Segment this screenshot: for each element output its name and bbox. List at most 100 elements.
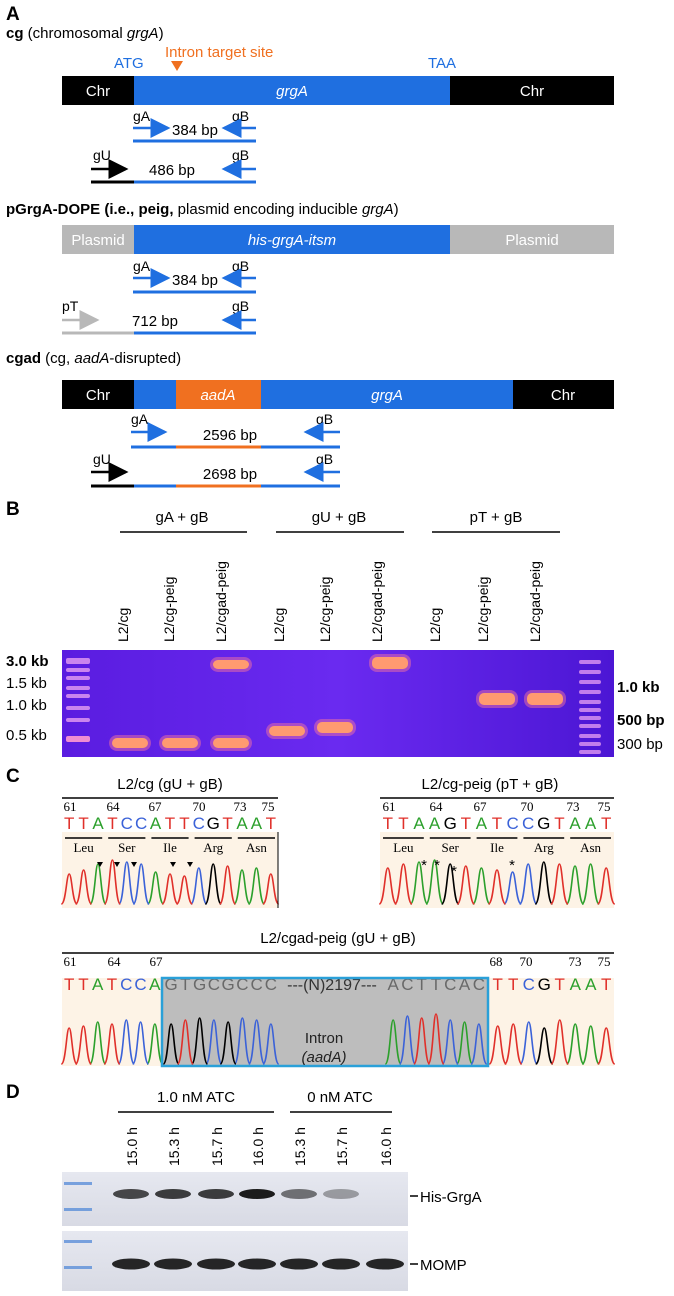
- cgad-primer-ga: gA: [131, 411, 149, 427]
- gel-lane-label: L2/cg: [271, 608, 287, 642]
- sequence-base: T: [64, 814, 74, 833]
- sequence-base: G: [193, 975, 206, 994]
- cg-title-post: ): [159, 25, 164, 42]
- sequence-position: 64: [430, 799, 444, 814]
- sequence-base: T: [431, 975, 441, 994]
- gel-ladder-band-left: [66, 736, 90, 742]
- gel-lane-label: L2/cgad-peig: [527, 561, 543, 642]
- intron-box: [160, 976, 490, 1068]
- mutation-asterisk: *: [434, 857, 440, 874]
- gel-lane-label: L2/cg-peig: [317, 577, 333, 642]
- sequence-position: 70: [521, 799, 534, 814]
- cg-title: cg (chromosomal grgA): [6, 25, 164, 42]
- chromatogram-peak: [118, 861, 136, 905]
- chromatogram-peak: [472, 867, 491, 905]
- mutation-marker: [114, 862, 120, 867]
- intron-label: Intron: [305, 1030, 343, 1047]
- momp-band: [112, 1258, 150, 1270]
- sequence-position: 73: [569, 954, 582, 969]
- sequence-base: T: [107, 975, 117, 994]
- sequence-base: A: [92, 975, 104, 994]
- chromatogram-peak: [581, 863, 600, 905]
- sequence-base: C: [121, 814, 133, 833]
- sequence-base: G: [222, 975, 235, 994]
- gel-ladder-band-right: [579, 708, 601, 712]
- chromatogram-peak: [191, 1017, 209, 1065]
- sequence-base: C: [250, 975, 262, 994]
- sequence-position: 75: [598, 799, 611, 814]
- marker-right-500bp: 500 bp: [617, 712, 665, 729]
- sequence-base: T: [555, 975, 565, 994]
- cg-gene-label: grgA: [276, 83, 308, 100]
- peig-primer-ga: gA: [133, 258, 151, 274]
- his-grga-band: [323, 1189, 359, 1199]
- mutation-marker: [131, 862, 137, 867]
- momp-band: [197, 1258, 235, 1270]
- chromatogram-peak: [204, 863, 222, 905]
- cgad-size1: 2596 bp: [203, 427, 257, 444]
- gel-ladder-band-right: [579, 660, 601, 664]
- cg-grga-bar: [134, 76, 450, 105]
- gel-ladder-band-right: [579, 716, 601, 720]
- mutation-marker: [97, 862, 103, 867]
- intron-site-triangle: [171, 61, 183, 71]
- sequence-base: T: [461, 814, 471, 833]
- gel-ladder-band-left: [66, 694, 90, 698]
- momp-band: [280, 1258, 318, 1270]
- his-grga-band: [113, 1189, 149, 1199]
- cgad-chr-left: [62, 380, 134, 409]
- sequence-base: C: [208, 975, 220, 994]
- blot-lane-label: 15.3 h: [292, 1127, 308, 1166]
- blot-lane-label: 15.7 h: [334, 1127, 350, 1166]
- chromatogram-peak: [146, 1023, 164, 1065]
- peig-plasmid-left-label: Plasmid: [71, 232, 124, 249]
- marker-3kb: 3.0 kb: [6, 653, 49, 670]
- chromatogram-peak: [455, 1021, 474, 1065]
- sequence-position: 64: [107, 799, 121, 814]
- sequence-position: 67: [149, 799, 163, 814]
- sequence-position: 64: [108, 954, 122, 969]
- chromatogram-peak: [413, 1017, 431, 1065]
- cg-primer-gb: gB: [232, 108, 249, 124]
- mutation-marker: [187, 862, 193, 867]
- peig-plasmid-right-label: Plasmid: [505, 232, 558, 249]
- sequence-base: C: [522, 814, 534, 833]
- amino-acid: Ser: [118, 840, 136, 855]
- chrom3-title: L2/cgad-peig (gU + gB): [260, 930, 416, 947]
- sequence-position: 73: [234, 799, 247, 814]
- cg-title-ital: grgA: [127, 25, 159, 42]
- sequence-position: 68: [490, 954, 503, 969]
- chromatogram-peak: [425, 859, 444, 905]
- chromatogram-peak: [519, 1021, 539, 1065]
- sequence-base: A: [236, 814, 248, 833]
- sequence-base: G: [444, 814, 457, 833]
- chrom2-title: L2/cg-peig (pT + gB): [422, 776, 559, 793]
- sequence-base: T: [78, 975, 88, 994]
- peig-title-post: ): [394, 201, 399, 218]
- gel-ladder-band-right: [579, 724, 601, 728]
- cgad-chr-right-label: Chr: [551, 387, 575, 404]
- gel-ladder-band-right: [579, 690, 601, 694]
- sequence-base: C: [193, 814, 205, 833]
- blot-ladder-band: [64, 1266, 92, 1269]
- momp-label: MOMP: [420, 1257, 467, 1274]
- sequence-position: 61: [64, 954, 77, 969]
- blot-ladder-band: [64, 1182, 92, 1185]
- sequence-base: C: [506, 814, 518, 833]
- cgad-gene-label: grgA: [371, 387, 403, 404]
- blot-group-1: 1.0 nM ATC: [157, 1089, 235, 1106]
- chromatogram-peak: [534, 1027, 554, 1065]
- peig-primer-gb: gB: [232, 258, 249, 274]
- chromatogram-peak: [262, 873, 280, 905]
- peig-plasmid-right: [450, 225, 614, 254]
- his-grga-band: [198, 1189, 234, 1199]
- chromatogram-peak: [565, 1023, 585, 1065]
- blot-lane-label: 16.0 h: [378, 1127, 394, 1166]
- amino-acid: Ile: [163, 840, 177, 855]
- sequence-position: 73: [567, 799, 580, 814]
- cgad-title-ital: aadA: [74, 350, 109, 367]
- momp-band: [238, 1258, 276, 1270]
- sequence-base: A: [387, 975, 399, 994]
